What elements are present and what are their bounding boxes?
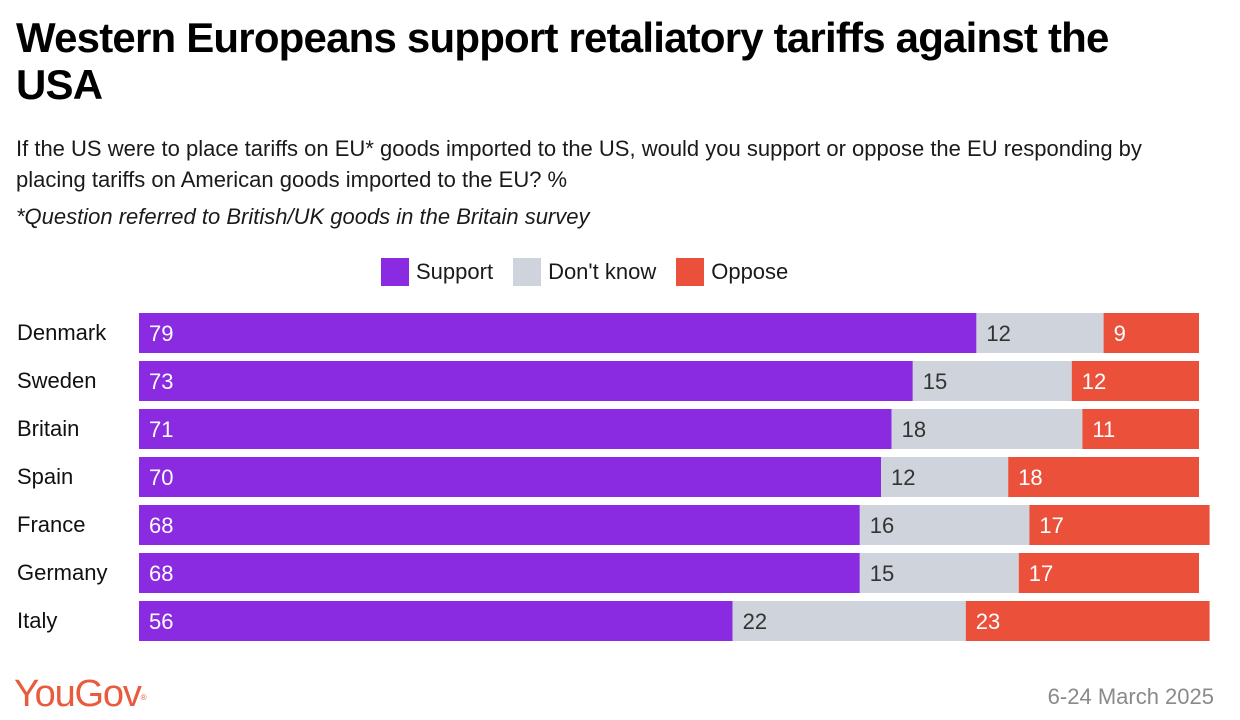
data-label-oppose-france: 17 xyxy=(1039,513,1063,538)
bar-don-t-know-spain xyxy=(881,457,1009,497)
chart-title: Western Europeans support retaliatory ta… xyxy=(16,14,1109,108)
legend-item-support: Support xyxy=(381,258,493,286)
data-label-support-france: 68 xyxy=(149,513,173,538)
data-label-oppose-denmark: 9 xyxy=(1114,321,1126,346)
bar-support-spain xyxy=(139,457,881,497)
legend-swatch-oppose xyxy=(676,258,705,286)
bar-don-t-know-sweden xyxy=(912,361,1072,401)
data-label-don-t-know-italy: 22 xyxy=(743,609,767,634)
bar-support-sweden xyxy=(139,361,913,401)
data-label-don-t-know-germany: 15 xyxy=(870,561,894,586)
bar-oppose-britain xyxy=(1082,409,1199,449)
category-label-germany: Germany xyxy=(17,560,107,585)
data-label-don-t-know-sweden: 15 xyxy=(923,369,947,394)
category-label-spain: Spain xyxy=(17,464,73,489)
bar-support-italy xyxy=(139,601,733,641)
category-label-france: France xyxy=(17,512,85,537)
data-label-support-britain: 71 xyxy=(149,417,173,442)
legend-swatch-dont-know xyxy=(513,258,542,286)
legend-label-oppose: Oppose xyxy=(711,259,789,284)
yougov-logo: YouGov® xyxy=(14,672,147,716)
chart-legend: Support Don't know Oppose xyxy=(381,258,808,286)
stacked-bar-chart: Denmark 79 12 9 Sweden 73 15 12 Britain 71 18 11 Spa… xyxy=(17,313,1210,641)
bar-oppose-italy xyxy=(965,601,1210,641)
bar-support-britain xyxy=(139,409,892,449)
legend-swatch-support xyxy=(381,258,409,286)
legend-label-dont-know: Don't know xyxy=(548,259,657,284)
category-label-denmark: Denmark xyxy=(17,320,107,345)
bar-don-t-know-germany xyxy=(859,553,1019,593)
bar-oppose-france xyxy=(1029,505,1210,545)
data-label-support-denmark: 79 xyxy=(149,321,173,346)
bar-don-t-know-france xyxy=(859,505,1030,545)
bar-support-denmark xyxy=(139,313,977,353)
data-label-support-sweden: 73 xyxy=(149,369,173,394)
bar-oppose-denmark xyxy=(1103,313,1199,353)
data-label-don-t-know-britain: 18 xyxy=(902,417,926,442)
category-label-italy: Italy xyxy=(17,608,57,633)
bar-oppose-germany xyxy=(1018,553,1199,593)
chart-subtitle: If the US were to place tariffs on EU* g… xyxy=(16,136,1142,192)
bar-oppose-sweden xyxy=(1071,361,1199,401)
data-label-oppose-germany: 17 xyxy=(1029,561,1053,586)
data-label-oppose-sweden: 12 xyxy=(1082,369,1106,394)
legend-label-support: Support xyxy=(416,259,494,284)
brand-name: YouGov xyxy=(14,673,142,715)
bar-oppose-spain xyxy=(1008,457,1199,497)
bar-don-t-know-italy xyxy=(732,601,966,641)
data-label-don-t-know-spain: 12 xyxy=(891,465,915,490)
data-label-oppose-britain: 11 xyxy=(1092,417,1115,442)
bar-don-t-know-britain xyxy=(891,409,1083,449)
registered-mark: ® xyxy=(140,693,147,702)
category-label-britain: Britain xyxy=(17,416,79,441)
data-label-oppose-spain: 18 xyxy=(1018,465,1042,490)
bar-don-t-know-denmark xyxy=(976,313,1104,353)
legend-item-dont-know: Don't know xyxy=(513,258,656,286)
survey-date: 6-24 March 2025 xyxy=(1047,684,1214,709)
data-label-support-germany: 68 xyxy=(149,561,173,586)
chart-footnote: *Question referred to British/UK goods i… xyxy=(16,204,590,229)
bar-support-germany xyxy=(139,553,860,593)
bar-support-france xyxy=(139,505,860,545)
data-label-oppose-italy: 23 xyxy=(976,609,1000,634)
category-label-sweden: Sweden xyxy=(17,368,97,393)
data-label-support-italy: 56 xyxy=(149,609,173,634)
data-label-don-t-know-france: 16 xyxy=(870,513,894,538)
legend-item-oppose: Oppose xyxy=(676,258,788,286)
data-label-don-t-know-denmark: 12 xyxy=(986,321,1010,346)
data-label-support-spain: 70 xyxy=(149,465,173,490)
